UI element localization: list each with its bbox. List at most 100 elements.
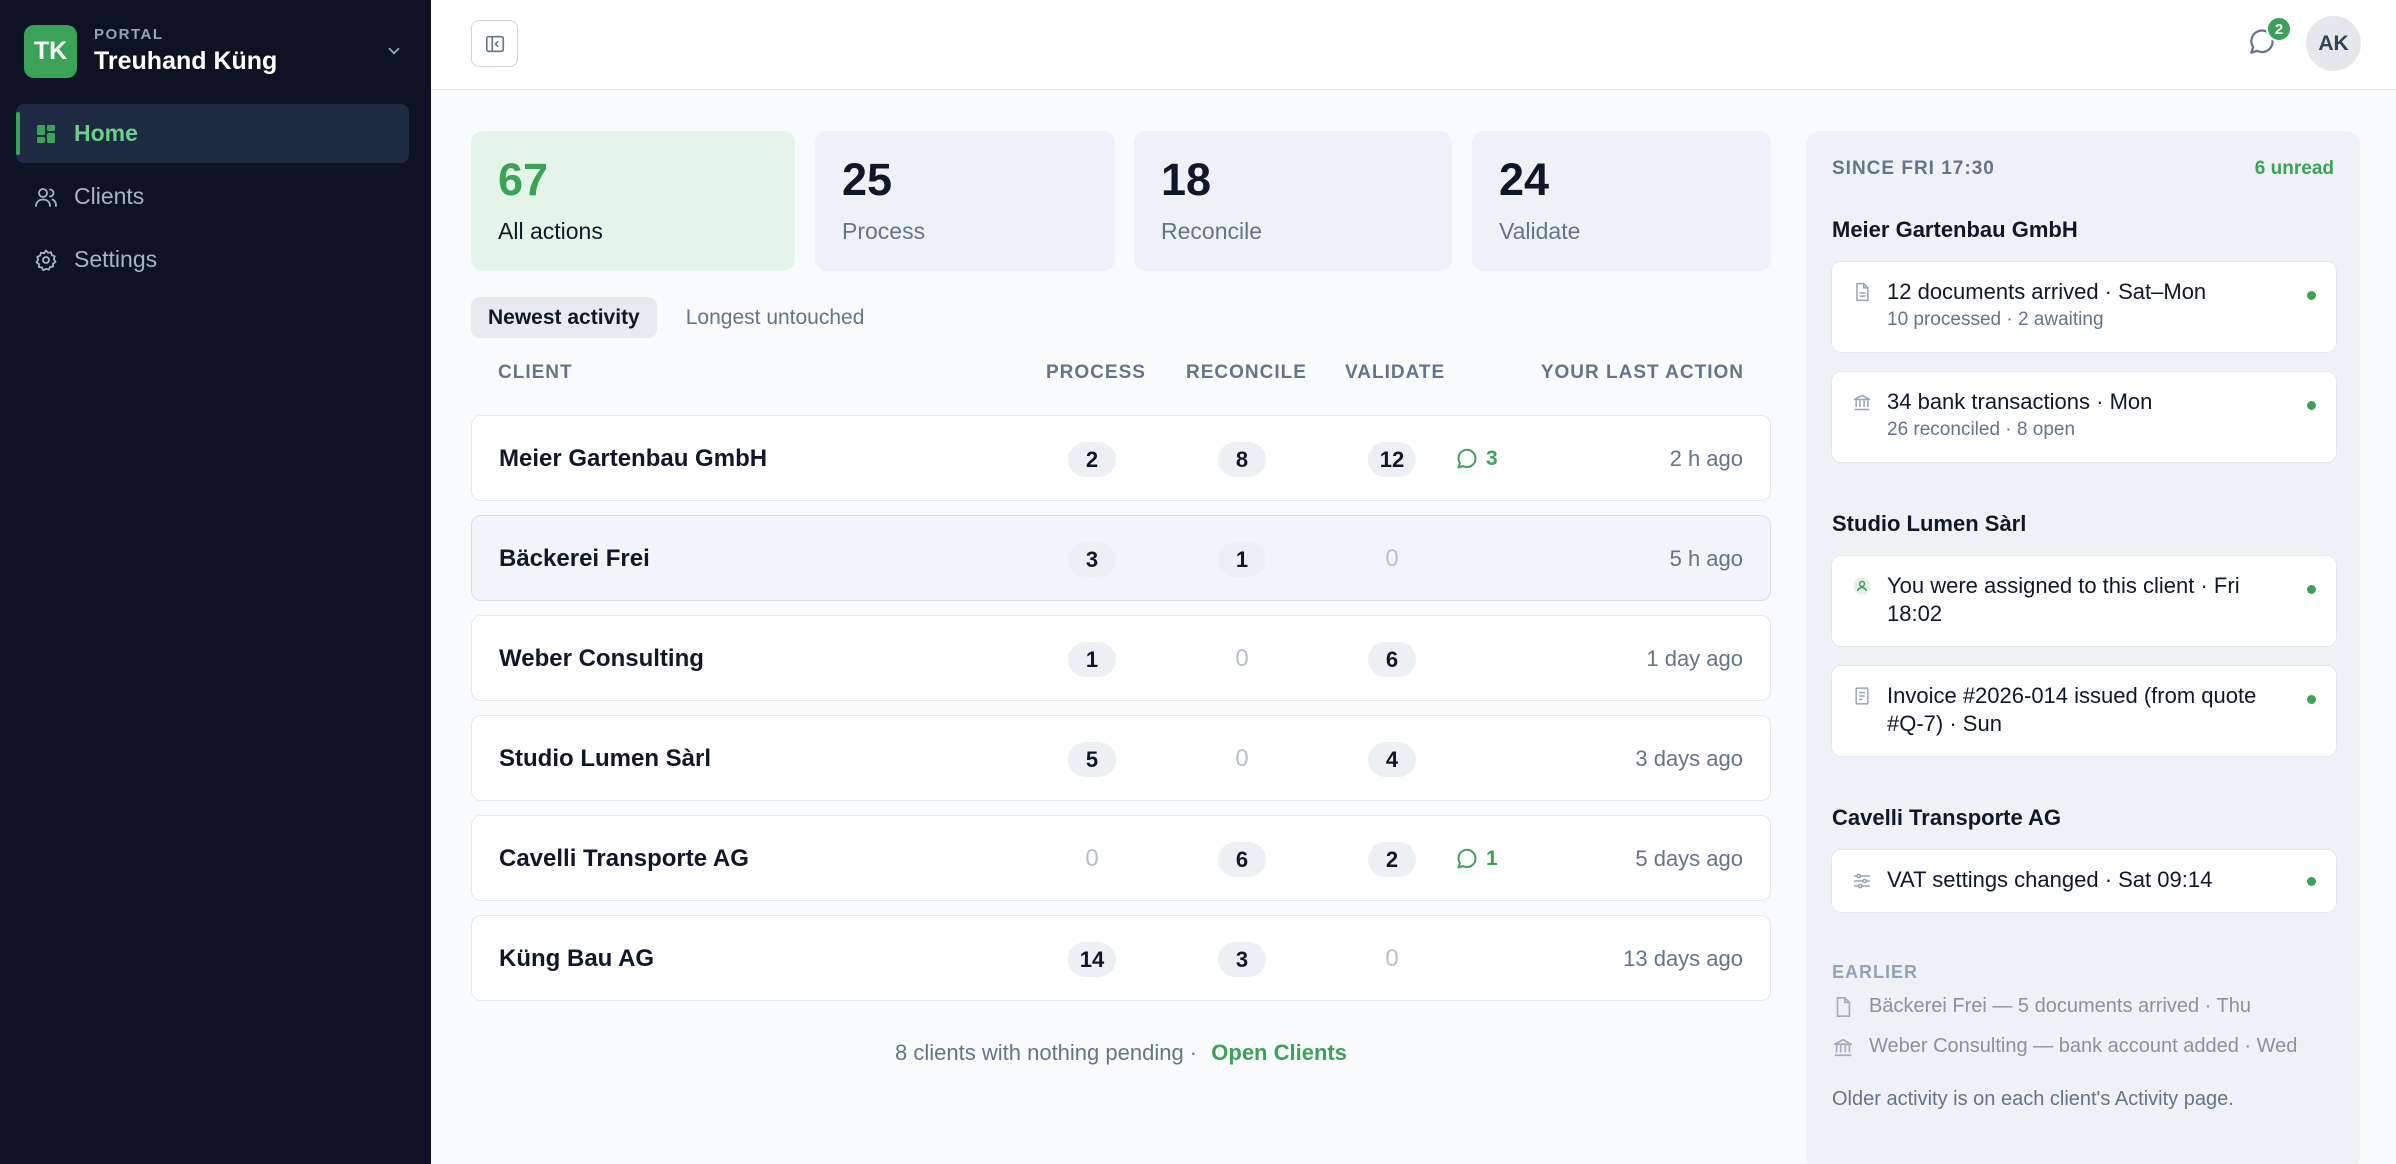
comment-count: 1 bbox=[1486, 847, 1498, 870]
sidebar-item-label: Home bbox=[74, 120, 138, 146]
workspace-kicker: PORTAL bbox=[94, 26, 164, 43]
comments-indicator[interactable]: 3 bbox=[1455, 416, 1498, 502]
last-action: 2 h ago bbox=[1669, 446, 1743, 471]
activity-title: You were assigned to this client · Fri 1… bbox=[1887, 573, 2240, 626]
messages-count-badge: 2 bbox=[2266, 16, 2292, 42]
activity-group-title: Meier Gartenbau GmbH bbox=[1832, 217, 2078, 242]
earlier-item[interactable]: Bäckerei Frei — 5 documents arrived · Th… bbox=[1832, 995, 2251, 1018]
unread-dot bbox=[2307, 877, 2316, 886]
activity-subtitle: 26 reconciled · 8 open bbox=[1887, 419, 2076, 440]
document-icon bbox=[1852, 282, 1872, 302]
process-count: 5 bbox=[1068, 742, 1116, 777]
stat-label: Reconcile bbox=[1161, 218, 1262, 244]
column-header-validate: VALIDATE bbox=[1345, 362, 1446, 383]
sidebar-item-clients[interactable]: Clients bbox=[16, 167, 409, 226]
stat-label: All actions bbox=[498, 218, 603, 244]
stat-card-process[interactable]: 25 Process bbox=[815, 131, 1115, 271]
last-action: 3 days ago bbox=[1635, 746, 1743, 771]
stat-card-validate[interactable]: 24 Validate bbox=[1472, 131, 1771, 271]
collapse-sidebar-button[interactable] bbox=[471, 20, 518, 67]
activity-title: Invoice #2026-014 issued (from quote #Q-… bbox=[1887, 683, 2257, 736]
sidebar-item-label: Settings bbox=[74, 246, 158, 272]
unread-dot bbox=[2307, 401, 2316, 410]
table-row[interactable]: Cavelli Transporte AG 0 6 2 1 5 days ago bbox=[471, 815, 1771, 901]
activity-item[interactable]: 12 documents arrived · Sat–Mon 10 proces… bbox=[1831, 261, 2337, 353]
client-name: Weber Consulting bbox=[499, 645, 704, 672]
sidebar-item-home[interactable]: Home bbox=[16, 104, 409, 163]
activity-group-title: Studio Lumen Sàrl bbox=[1832, 511, 2027, 536]
sidebar-item-settings[interactable]: Settings bbox=[16, 230, 409, 289]
unread-dot bbox=[2307, 291, 2316, 300]
activity-panel: SINCE FRI 17:30 6 unread Meier Gartenbau… bbox=[1806, 131, 2360, 1164]
validate-count: 12 bbox=[1367, 442, 1417, 477]
comment-icon bbox=[1457, 848, 1477, 869]
sidebar-nav: Home Clients Settings bbox=[16, 104, 409, 293]
chevron-down-icon[interactable] bbox=[385, 42, 403, 60]
workspace-text: PORTAL Treuhand Küng bbox=[94, 26, 277, 76]
table-header: CLIENT PROCESS RECONCILE VALIDATE YOUR L… bbox=[471, 362, 1771, 392]
unread-count[interactable]: 6 unread bbox=[2254, 158, 2334, 179]
bank-icon bbox=[1832, 1036, 1854, 1058]
table-row[interactable]: Studio Lumen Sàrl 5 0 4 3 days ago bbox=[471, 715, 1771, 801]
reconcile-count: 0 bbox=[1235, 745, 1249, 772]
comment-count: 3 bbox=[1486, 447, 1498, 470]
activity-item[interactable]: Invoice #2026-014 issued (from quote #Q-… bbox=[1831, 665, 2337, 757]
sliders-icon bbox=[1852, 871, 1872, 891]
document-icon bbox=[1832, 996, 1854, 1018]
stat-value: 25 bbox=[842, 154, 893, 205]
activity-subtitle: 10 processed · 2 awaiting bbox=[1887, 309, 2104, 330]
table-row[interactable]: Weber Consulting 1 0 6 1 day ago bbox=[471, 615, 1771, 701]
workspace-name: Treuhand Küng bbox=[94, 47, 278, 75]
last-action: 13 days ago bbox=[1623, 946, 1743, 971]
validate-count: 2 bbox=[1368, 842, 1416, 877]
sidebar-item-label: Clients bbox=[74, 183, 145, 209]
last-action: 5 h ago bbox=[1669, 546, 1743, 571]
activity-item[interactable]: 34 bank transactions · Mon 26 reconciled… bbox=[1831, 371, 2337, 463]
earlier-text: Bäckerei Frei — 5 documents arrived · Th… bbox=[1869, 995, 2252, 1017]
comments-indicator[interactable]: 1 bbox=[1455, 816, 1498, 902]
sidebar-toggle-icon bbox=[485, 35, 504, 52]
stat-label: Validate bbox=[1499, 218, 1581, 244]
stat-card-reconcile[interactable]: 18 Reconcile bbox=[1134, 131, 1452, 271]
column-header-process: PROCESS bbox=[1046, 362, 1146, 383]
main-content: 67 All actions 25 Process 18 Reconcile 2… bbox=[431, 90, 1771, 1164]
gear-icon bbox=[34, 248, 58, 272]
activity-item[interactable]: You were assigned to this client · Fri 1… bbox=[1831, 555, 2337, 647]
stat-card-all-actions[interactable]: 67 All actions bbox=[471, 131, 795, 271]
earlier-label: EARLIER bbox=[1832, 962, 1919, 982]
table-row[interactable]: Bäckerei Frei 3 1 0 5 h ago bbox=[471, 515, 1771, 601]
nothing-pending-text: 8 clients with nothing pending · bbox=[895, 1040, 1198, 1065]
reconcile-count: 1 bbox=[1218, 542, 1266, 577]
process-count: 1 bbox=[1068, 642, 1116, 677]
table-row[interactable]: Meier Gartenbau GmbH 2 8 12 3 2 h ago bbox=[471, 415, 1771, 501]
activity-item[interactable]: VAT settings changed · Sat 09:14 bbox=[1831, 849, 2337, 913]
activity-title: 12 documents arrived · Sat–Mon bbox=[1887, 279, 2207, 304]
column-header-client: CLIENT bbox=[498, 362, 573, 383]
unread-dot bbox=[2307, 585, 2316, 594]
invoice-icon bbox=[1852, 686, 1872, 706]
workspace-switcher[interactable]: TK PORTAL Treuhand Küng bbox=[24, 24, 409, 78]
column-header-reconcile: RECONCILE bbox=[1186, 362, 1307, 383]
earlier-item[interactable]: Weber Consulting — bank account added · … bbox=[1832, 1035, 2297, 1058]
tab-newest-activity[interactable]: Newest activity bbox=[471, 297, 657, 338]
column-header-last-action: YOUR LAST ACTION bbox=[1540, 362, 1744, 383]
table-row[interactable]: Küng Bau AG 14 3 0 13 days ago bbox=[471, 915, 1771, 1001]
activity-title: VAT settings changed · Sat 09:14 bbox=[1887, 867, 2213, 892]
client-name: Cavelli Transporte AG bbox=[499, 845, 749, 872]
validate-count: 0 bbox=[1385, 945, 1399, 972]
activity-title: 34 bank transactions · Mon bbox=[1887, 389, 2153, 414]
older-activity-note: Older activity is on each client's Activ… bbox=[1832, 1088, 2234, 1110]
user-avatar[interactable]: AK bbox=[2306, 16, 2361, 71]
users-icon bbox=[34, 185, 58, 209]
sort-tabs: Newest activity Longest untouched bbox=[471, 297, 893, 338]
validate-count: 4 bbox=[1368, 742, 1416, 777]
tab-longest-untouched[interactable]: Longest untouched bbox=[685, 305, 865, 329]
activity-group-title: Cavelli Transporte AG bbox=[1832, 805, 2062, 830]
unread-dot bbox=[2307, 695, 2316, 704]
client-name: Meier Gartenbau GmbH bbox=[499, 445, 768, 472]
reconcile-count: 6 bbox=[1218, 842, 1266, 877]
stat-value: 67 bbox=[498, 154, 549, 205]
earlier-text: Weber Consulting — bank account added · … bbox=[1869, 1035, 2298, 1057]
client-name: Studio Lumen Sàrl bbox=[499, 745, 712, 772]
open-clients-link[interactable]: Open Clients bbox=[1211, 1040, 1347, 1065]
